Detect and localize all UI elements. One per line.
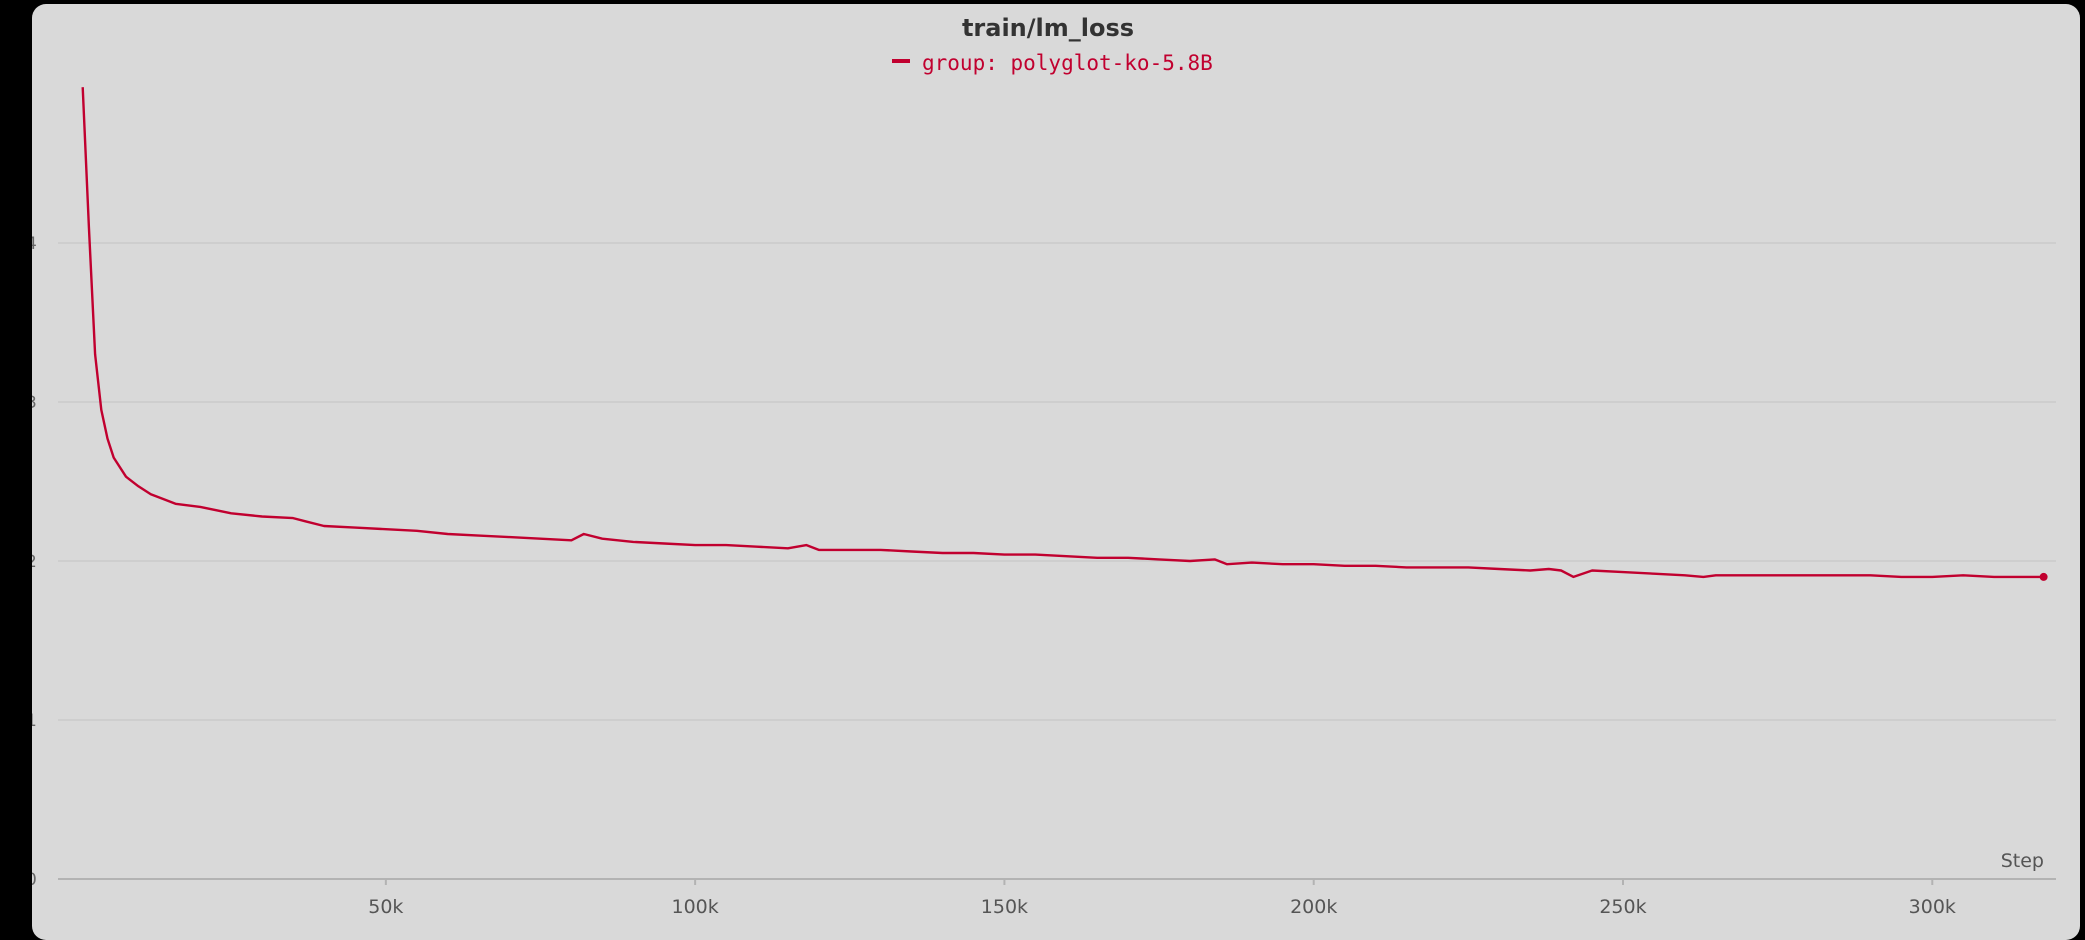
y-tick-label: 0: [32, 870, 37, 890]
x-tick-label: 300k: [1909, 896, 1956, 918]
legend-label: group: polyglot-ko-5.8B: [922, 51, 1213, 75]
x-tick-labels: 50k 100k 150k 200k 250k 300k: [368, 879, 1956, 918]
y-tick-labels: 0 1 2 3 4: [32, 234, 37, 890]
y-tick-label: 1: [32, 711, 37, 731]
legend[interactable]: group: polyglot-ko-5.8B: [892, 51, 1213, 75]
grid-lines: [58, 242, 2056, 721]
chart-panel: 0 1 2 3 4 50k 100k 150k 200k 250k 300k Step train…: [32, 4, 2080, 940]
x-tick-label: 100k: [671, 896, 718, 918]
x-axis-title: Step: [2001, 850, 2044, 872]
x-tick-label: 150k: [981, 896, 1028, 918]
series-line-polyglot-ko-5-8b[interactable]: [81, 87, 2044, 579]
x-tick-label: 50k: [368, 896, 403, 918]
legend-swatch: [892, 59, 910, 63]
y-tick-label: 2: [32, 552, 37, 572]
y-tick-label: 4: [32, 234, 37, 254]
series-end-marker[interactable]: [2039, 572, 2048, 581]
y-tick-label: 3: [32, 393, 37, 413]
x-tick-label: 250k: [1599, 896, 1646, 918]
chart-canvas: 0 1 2 3 4 50k 100k 150k 200k 250k 300k Step train…: [32, 14, 2056, 918]
x-tick-label: 200k: [1290, 896, 1337, 918]
chart-title: train/lm_loss: [962, 14, 1134, 42]
